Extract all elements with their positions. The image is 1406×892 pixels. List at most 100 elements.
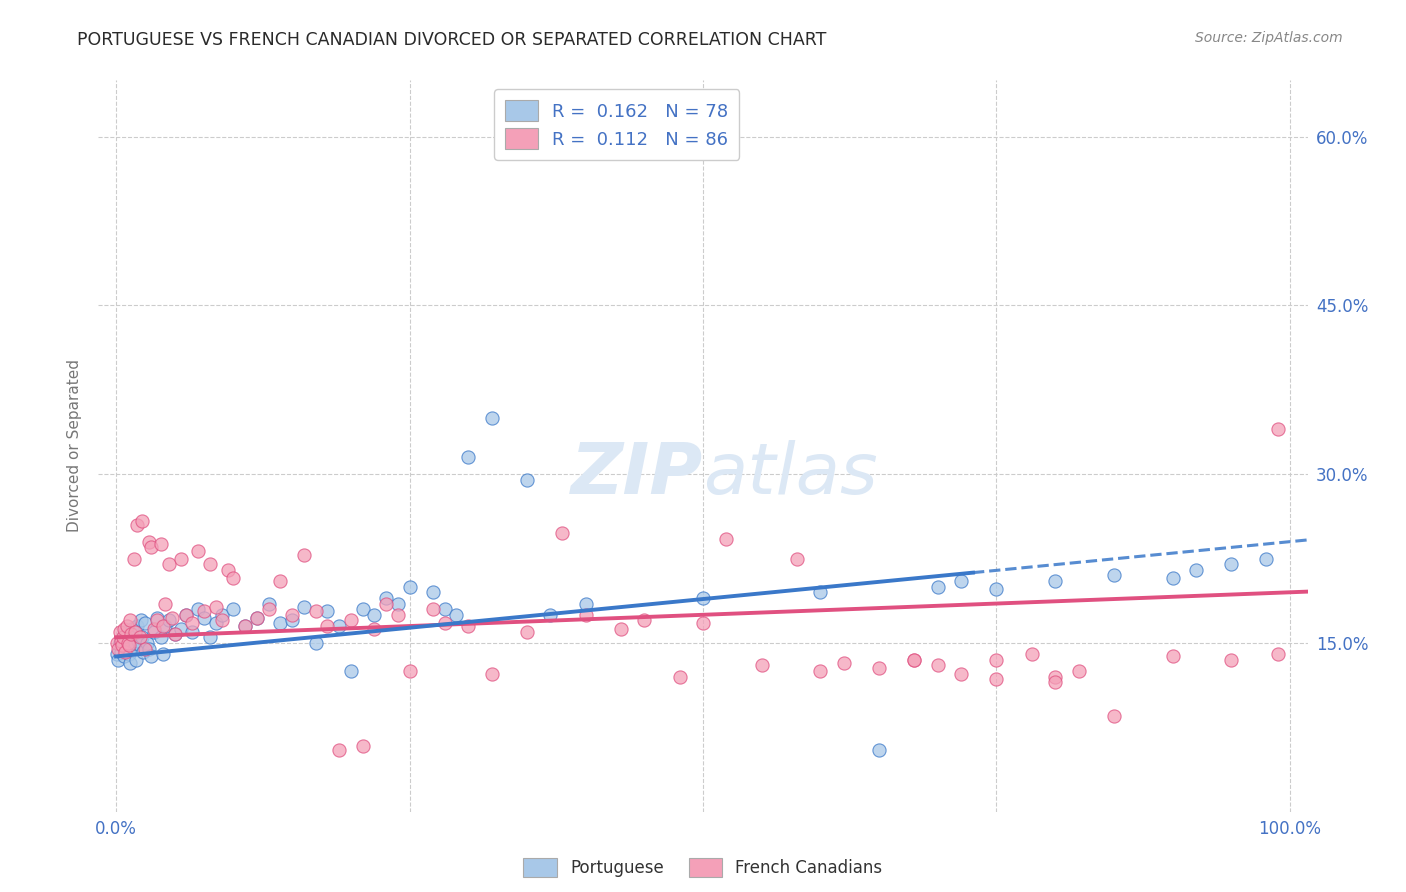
Point — [108, 624, 131, 639]
Point — [128, 638, 150, 652]
Point — [169, 551, 191, 566]
Point — [124, 624, 146, 639]
Point — [808, 664, 831, 678]
Point — [481, 410, 503, 425]
Point — [117, 636, 139, 650]
Point — [422, 585, 444, 599]
Point — [108, 636, 131, 650]
Point — [1102, 568, 1125, 582]
Point — [1043, 670, 1066, 684]
Point — [927, 658, 949, 673]
Point — [1067, 664, 1090, 678]
Point — [149, 630, 172, 644]
Point — [107, 641, 129, 656]
Point — [246, 611, 269, 625]
Point — [352, 602, 374, 616]
Point — [246, 611, 269, 625]
Point — [112, 630, 135, 644]
Point — [1220, 557, 1243, 571]
Point — [692, 591, 714, 605]
Point — [927, 580, 949, 594]
Point — [124, 636, 146, 650]
Point — [120, 627, 142, 641]
Point — [1267, 422, 1289, 436]
Point — [217, 563, 239, 577]
Point — [110, 633, 132, 648]
Point — [832, 656, 855, 670]
Text: ZIP: ZIP — [571, 440, 703, 508]
Point — [131, 515, 153, 529]
Point — [986, 582, 1008, 596]
Point — [1185, 563, 1208, 577]
Point — [127, 633, 149, 648]
Point — [125, 653, 148, 667]
Legend: Portuguese, French Canadians: Portuguese, French Canadians — [517, 851, 889, 884]
Point — [128, 630, 150, 644]
Point — [633, 614, 655, 628]
Point — [903, 653, 925, 667]
Point — [1043, 574, 1066, 588]
Point — [387, 607, 409, 622]
Point — [433, 602, 456, 616]
Point — [155, 619, 177, 633]
Point — [1161, 571, 1184, 585]
Point — [193, 604, 215, 618]
Point — [181, 624, 204, 639]
Point — [328, 619, 350, 633]
Point — [142, 624, 165, 639]
Point — [575, 607, 598, 622]
Point — [149, 537, 172, 551]
Point — [786, 551, 808, 566]
Point — [375, 591, 398, 605]
Point — [187, 602, 209, 616]
Point — [316, 604, 339, 618]
Point — [233, 619, 256, 633]
Point — [138, 534, 160, 549]
Point — [129, 614, 152, 628]
Point — [157, 614, 180, 628]
Point — [163, 627, 186, 641]
Point — [903, 653, 925, 667]
Point — [316, 619, 339, 633]
Point — [163, 627, 186, 641]
Point — [118, 647, 141, 661]
Point — [446, 607, 468, 622]
Point — [950, 667, 973, 681]
Point — [352, 739, 374, 754]
Point — [138, 641, 160, 656]
Point — [141, 541, 163, 555]
Point — [257, 602, 280, 616]
Point — [328, 743, 350, 757]
Point — [111, 638, 134, 652]
Point — [868, 661, 890, 675]
Point — [120, 614, 142, 628]
Point — [112, 623, 135, 637]
Point — [269, 574, 291, 588]
Point — [211, 614, 233, 628]
Point — [433, 615, 456, 630]
Point — [222, 602, 245, 616]
Point — [668, 670, 690, 684]
Point — [131, 630, 153, 644]
Point — [375, 597, 398, 611]
Point — [340, 614, 363, 628]
Point — [340, 664, 363, 678]
Point — [292, 599, 315, 614]
Point — [211, 607, 233, 622]
Point — [269, 615, 291, 630]
Point — [152, 619, 174, 633]
Point — [198, 630, 221, 644]
Point — [1021, 647, 1043, 661]
Point — [122, 551, 145, 566]
Point — [363, 623, 385, 637]
Point — [198, 557, 221, 571]
Point — [135, 636, 157, 650]
Text: atlas: atlas — [703, 440, 877, 508]
Point — [304, 636, 326, 650]
Point — [115, 641, 138, 656]
Point — [751, 658, 773, 673]
Point — [146, 614, 169, 628]
Point — [1043, 675, 1066, 690]
Point — [117, 633, 139, 648]
Point — [142, 623, 165, 637]
